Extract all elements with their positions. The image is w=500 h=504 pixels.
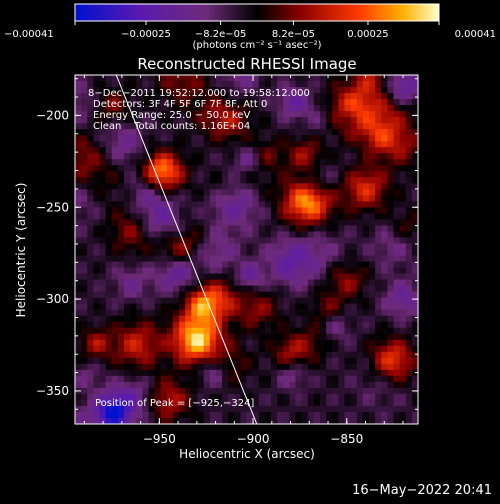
colorbar-ticks: −0.00041 −0.00025 −8.2e−05 8.2e−05 0.00025 0.… bbox=[4, 21, 496, 40]
colorbar-tick-label: −0.00025 bbox=[121, 29, 171, 40]
plot-frame bbox=[74, 74, 419, 425]
info-energy-range: Energy Range: 25.0 − 50.0 keV bbox=[93, 110, 250, 121]
colorbar-tick-label: −8.2e−05 bbox=[195, 29, 247, 40]
colorbar-gradient bbox=[74, 3, 440, 22]
chart-title: Reconstructed RHESSI Image bbox=[137, 55, 356, 73]
footer-date: 16−May−2022 20:41 bbox=[352, 483, 492, 498]
plot-area: −950 −900 −850 −200 −250 −300 −350 8−Dec−2011 … bbox=[36, 74, 419, 446]
colorbar-tick-label: −0.00041 bbox=[4, 29, 54, 40]
info-text: 8−Dec−2011 19:52:12.000 to 19:58:12.000 … bbox=[88, 88, 310, 132]
y-tick-label: −200 bbox=[36, 108, 69, 122]
colorbar-unit-label: (photons cm⁻² s⁻¹ asec⁻²) bbox=[192, 40, 321, 51]
y-tick-label: −300 bbox=[36, 292, 69, 306]
y-tick-label: −350 bbox=[36, 384, 69, 398]
colorbar: −0.00041 −0.00025 −8.2e−05 8.2e−05 0.00025 0.… bbox=[4, 3, 496, 51]
info-time-range: 8−Dec−2011 19:52:12.000 to 19:58:12.000 bbox=[88, 88, 310, 99]
info-detectors: Detectors: 3F 4F 5F 6F 7F 8F, Att 0 bbox=[93, 99, 267, 110]
x-tick-label: −900 bbox=[237, 432, 270, 446]
heatmap-image bbox=[75, 75, 418, 424]
x-tick-label: −950 bbox=[143, 432, 176, 446]
axis-ticks: −950 −900 −850 −200 −250 −300 −350 bbox=[36, 75, 418, 446]
y-tick-label: −250 bbox=[36, 200, 69, 214]
colorbar-tick-label: 8.2e−05 bbox=[272, 29, 315, 40]
colorbar-tick-label: 0.00041 bbox=[455, 29, 496, 40]
y-axis-label: Heliocentric Y (arcsec) bbox=[14, 183, 28, 318]
solar-limb-line bbox=[115, 75, 258, 424]
x-tick-label: −850 bbox=[330, 432, 363, 446]
x-axis-label: Heliocentric X (arcsec) bbox=[179, 447, 315, 461]
colorbar-tick-label: 0.00025 bbox=[347, 29, 388, 40]
peak-position-label: Position of Peak = [−925,−324] bbox=[95, 398, 254, 409]
info-clean-counts: Clean Total counts: 1.16E+04 bbox=[93, 121, 250, 132]
